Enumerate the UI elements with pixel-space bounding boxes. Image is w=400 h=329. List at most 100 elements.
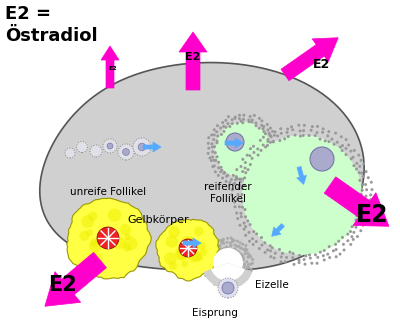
Circle shape bbox=[249, 163, 252, 166]
Circle shape bbox=[212, 257, 215, 260]
Circle shape bbox=[218, 244, 222, 247]
Circle shape bbox=[222, 276, 225, 279]
Circle shape bbox=[238, 185, 241, 188]
Circle shape bbox=[215, 273, 218, 276]
Circle shape bbox=[308, 253, 311, 257]
Circle shape bbox=[239, 246, 242, 249]
Circle shape bbox=[266, 129, 270, 132]
Circle shape bbox=[234, 115, 237, 118]
Circle shape bbox=[235, 175, 238, 178]
Circle shape bbox=[338, 253, 342, 256]
Circle shape bbox=[243, 265, 246, 267]
Circle shape bbox=[219, 247, 222, 250]
Circle shape bbox=[316, 256, 319, 259]
Circle shape bbox=[240, 269, 243, 272]
Circle shape bbox=[235, 273, 238, 276]
Circle shape bbox=[169, 262, 177, 270]
Circle shape bbox=[242, 178, 245, 181]
Circle shape bbox=[352, 156, 354, 159]
Circle shape bbox=[90, 145, 102, 157]
Circle shape bbox=[359, 229, 362, 232]
Circle shape bbox=[272, 140, 275, 143]
Circle shape bbox=[356, 235, 359, 238]
Circle shape bbox=[365, 170, 368, 173]
Circle shape bbox=[341, 144, 344, 147]
Circle shape bbox=[239, 272, 242, 275]
Circle shape bbox=[239, 180, 242, 183]
Circle shape bbox=[260, 149, 262, 152]
Circle shape bbox=[256, 147, 259, 150]
Circle shape bbox=[276, 155, 279, 158]
Circle shape bbox=[212, 278, 214, 281]
Circle shape bbox=[216, 124, 219, 127]
Circle shape bbox=[244, 271, 247, 274]
Circle shape bbox=[138, 143, 146, 151]
Circle shape bbox=[251, 157, 254, 160]
Circle shape bbox=[247, 266, 250, 269]
Circle shape bbox=[197, 254, 203, 260]
Circle shape bbox=[272, 148, 275, 151]
Circle shape bbox=[276, 145, 280, 148]
Circle shape bbox=[302, 134, 305, 137]
Circle shape bbox=[222, 282, 234, 294]
Circle shape bbox=[280, 255, 283, 258]
Circle shape bbox=[81, 215, 94, 228]
Circle shape bbox=[278, 139, 281, 142]
Circle shape bbox=[211, 145, 214, 148]
Circle shape bbox=[238, 224, 242, 227]
Circle shape bbox=[341, 236, 344, 239]
Circle shape bbox=[269, 171, 272, 174]
Circle shape bbox=[303, 124, 306, 127]
Circle shape bbox=[225, 282, 228, 285]
Circle shape bbox=[342, 243, 345, 246]
Circle shape bbox=[243, 263, 246, 266]
Circle shape bbox=[271, 246, 274, 249]
Circle shape bbox=[213, 134, 216, 137]
Circle shape bbox=[269, 141, 272, 144]
Circle shape bbox=[262, 143, 265, 146]
Circle shape bbox=[250, 268, 253, 271]
Circle shape bbox=[244, 278, 247, 281]
Circle shape bbox=[358, 179, 361, 182]
Circle shape bbox=[270, 166, 273, 169]
Circle shape bbox=[233, 182, 236, 185]
Circle shape bbox=[354, 218, 357, 221]
Circle shape bbox=[231, 238, 234, 241]
Circle shape bbox=[262, 127, 264, 130]
Circle shape bbox=[235, 168, 238, 171]
Circle shape bbox=[328, 256, 331, 259]
Circle shape bbox=[238, 277, 241, 280]
Circle shape bbox=[262, 136, 265, 139]
Circle shape bbox=[230, 284, 232, 287]
Circle shape bbox=[230, 178, 233, 181]
Circle shape bbox=[352, 164, 355, 167]
Circle shape bbox=[215, 130, 218, 133]
Circle shape bbox=[350, 157, 353, 160]
Circle shape bbox=[204, 253, 206, 256]
Circle shape bbox=[273, 164, 276, 166]
Circle shape bbox=[120, 224, 131, 235]
Circle shape bbox=[204, 271, 207, 274]
Circle shape bbox=[206, 264, 209, 267]
Wedge shape bbox=[211, 263, 245, 281]
Circle shape bbox=[369, 193, 372, 196]
Circle shape bbox=[247, 263, 250, 266]
Circle shape bbox=[220, 248, 224, 251]
Circle shape bbox=[240, 193, 244, 196]
Circle shape bbox=[354, 226, 358, 229]
Circle shape bbox=[230, 193, 233, 196]
Circle shape bbox=[299, 135, 302, 138]
Circle shape bbox=[269, 249, 272, 252]
Circle shape bbox=[364, 195, 368, 198]
Circle shape bbox=[222, 286, 225, 289]
Polygon shape bbox=[101, 46, 119, 88]
Circle shape bbox=[292, 263, 296, 266]
Text: E2: E2 bbox=[185, 52, 201, 62]
Circle shape bbox=[244, 161, 247, 164]
Circle shape bbox=[241, 206, 244, 209]
Circle shape bbox=[88, 212, 97, 221]
Circle shape bbox=[238, 205, 241, 208]
Circle shape bbox=[280, 132, 283, 135]
Circle shape bbox=[225, 245, 228, 248]
Circle shape bbox=[212, 244, 215, 247]
